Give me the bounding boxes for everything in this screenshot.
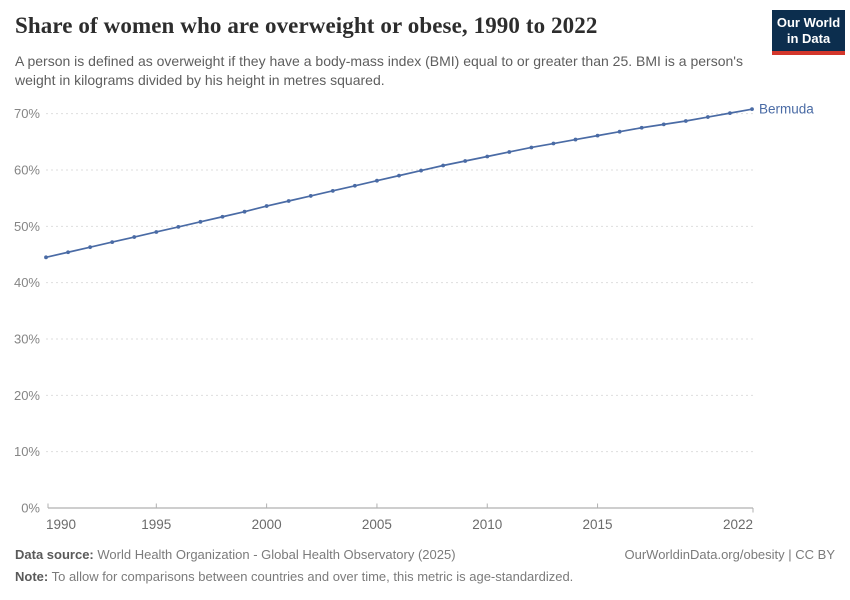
chart-footer: Data source: World Health Organization -…: [15, 544, 835, 588]
data-source-line: Data source: World Health Organization -…: [15, 544, 456, 566]
data-point-2009: [463, 159, 468, 163]
line-chart: 0% 10% 20% 30% 40% 50% 60% 70% 1990 1995 2000 2005 2…: [14, 102, 814, 532]
data-point-2017: [639, 125, 644, 130]
data-point-1998: [220, 214, 225, 219]
y-axis-label-30: 30%: [14, 332, 40, 347]
data-point-1993: [110, 240, 115, 245]
y-axis-label-70: 70%: [14, 106, 40, 121]
chart-title: Share of women who are overweight or obe…: [15, 13, 598, 38]
note-label: Note:: [15, 569, 49, 584]
x-axis-label-1990: 1990: [46, 517, 76, 532]
data-point-2019: [683, 119, 688, 123]
data-point-2012: [529, 145, 534, 150]
owid-logo-line1: Our World: [776, 15, 841, 30]
x-axis-label-2000: 2000: [252, 517, 282, 532]
data-point-2018: [661, 122, 666, 127]
x-axis-label-2022: 2022: [723, 517, 753, 532]
data-source-label: Data source:: [15, 547, 94, 562]
data-point-1994: [132, 235, 137, 239]
owid-logo-line2: in Data: [786, 31, 831, 46]
series-label-bermuda: Bermuda: [759, 102, 814, 117]
data-source-value: World Health Organization - Global Healt…: [97, 547, 456, 562]
x-axis-label-1995: 1995: [141, 517, 171, 532]
data-point-2007: [419, 168, 423, 173]
data-point-2001: [286, 199, 291, 203]
data-point-2006: [397, 173, 401, 178]
note-line: Note: To allow for comparisons between c…: [15, 566, 835, 588]
data-point-2010: [485, 154, 490, 159]
data-point-1999: [242, 209, 247, 214]
data-point-2013: [551, 141, 556, 146]
data-point-2014: [573, 137, 578, 142]
data-point-2011: [507, 150, 512, 154]
data-point-2008: [441, 163, 446, 168]
x-axis-label-2005: 2005: [362, 517, 392, 532]
data-point-2004: [352, 183, 357, 188]
y-axis-label-60: 60%: [14, 163, 40, 178]
data-point-2005: [375, 178, 379, 183]
data-point-1991: [66, 250, 70, 255]
y-axis-label-40: 40%: [14, 275, 40, 290]
data-point-2021: [728, 111, 732, 116]
y-axis-label-20: 20%: [14, 388, 40, 403]
data-point-2016: [617, 129, 622, 134]
data-point-2000: [264, 204, 269, 208]
chart-subtitle: A person is defined as overweight if the…: [15, 53, 743, 88]
x-axis-label-2010: 2010: [472, 517, 502, 532]
x-axis-label-2015: 2015: [583, 517, 613, 532]
data-point-1996: [176, 224, 181, 229]
y-axis-label-50: 50%: [14, 219, 40, 234]
data-point-2020: [705, 115, 710, 119]
data-point-1990: [44, 255, 48, 260]
y-axis-label-0: 0%: [21, 501, 40, 516]
series-line-bermuda: [45, 108, 753, 259]
data-point-2002: [308, 194, 313, 198]
data-point-1995: [154, 230, 159, 234]
data-point-1997: [198, 219, 203, 224]
footer-license-link: OurWorldinData.org/obesity | CC BY: [624, 547, 836, 562]
owid-logo[interactable]: Our World in Data: [772, 10, 845, 55]
data-point-1992: [88, 245, 93, 250]
data-point-2022: [750, 107, 754, 112]
data-point-2015: [595, 133, 600, 138]
data-point-2003: [330, 188, 335, 193]
note-value: To allow for comparisons between countri…: [51, 569, 574, 584]
y-axis-label-10: 10%: [14, 444, 40, 459]
